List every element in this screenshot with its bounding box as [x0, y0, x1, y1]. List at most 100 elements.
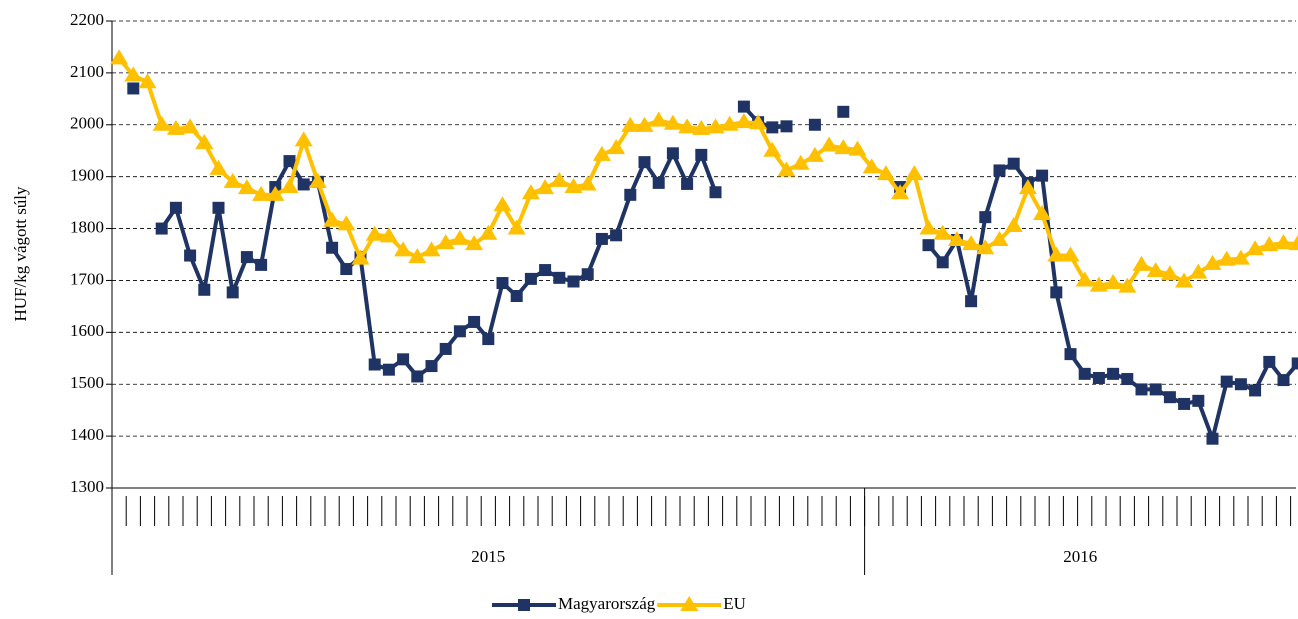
marker: [169, 201, 182, 214]
marker: [681, 177, 694, 190]
marker: [638, 156, 651, 169]
marker: [1050, 286, 1063, 299]
marker: [223, 172, 242, 188]
marker: [564, 178, 583, 194]
marker: [1004, 216, 1023, 232]
y-tick-label: 2100: [70, 62, 104, 81]
marker: [209, 159, 228, 175]
marker: [397, 353, 410, 366]
marker: [453, 325, 466, 338]
marker: [876, 165, 895, 181]
marker: [680, 596, 699, 611]
marker: [255, 258, 268, 271]
marker: [510, 290, 523, 303]
marker: [749, 114, 768, 130]
marker: [933, 224, 952, 240]
marker: [720, 115, 739, 131]
marker: [1149, 383, 1162, 396]
marker: [808, 118, 821, 131]
marker: [834, 139, 853, 155]
marker: [1274, 234, 1293, 250]
marker: [678, 118, 697, 134]
marker: [493, 196, 512, 212]
marker: [848, 140, 867, 156]
legend: Magyarország EU: [492, 594, 746, 613]
marker: [837, 105, 850, 118]
marker: [266, 185, 285, 201]
marker: [621, 116, 640, 132]
marker: [1104, 274, 1123, 290]
marker: [368, 358, 381, 371]
marker: [663, 114, 682, 130]
marker: [436, 234, 455, 250]
marker: [539, 264, 552, 277]
marker: [1217, 250, 1236, 266]
marker: [524, 272, 537, 285]
marker: [198, 283, 211, 296]
marker: [1231, 249, 1250, 265]
marker: [521, 184, 540, 200]
marker: [1146, 262, 1165, 278]
marker: [1178, 397, 1191, 410]
marker: [649, 111, 668, 127]
marker: [550, 171, 569, 187]
marker: [1007, 157, 1020, 170]
marker: [496, 277, 509, 290]
marker: [737, 100, 750, 113]
marker: [237, 179, 256, 195]
marker: [280, 178, 299, 194]
marker: [195, 133, 214, 149]
marker: [780, 120, 793, 133]
series-line: [160, 105, 1298, 441]
marker: [965, 295, 978, 308]
marker: [439, 342, 452, 355]
marker: [1075, 271, 1094, 287]
marker: [138, 73, 157, 89]
marker: [734, 113, 753, 129]
marker: [294, 131, 313, 147]
y-tick-label: 1600: [70, 321, 104, 340]
marker: [212, 201, 225, 214]
marker: [379, 227, 398, 243]
marker: [155, 222, 168, 235]
marker: [283, 155, 296, 168]
marker: [1092, 371, 1105, 384]
marker: [450, 229, 469, 245]
marker: [990, 230, 1009, 246]
marker: [465, 235, 484, 251]
marker: [1234, 378, 1247, 391]
marker: [666, 147, 679, 160]
marker: [1160, 265, 1179, 281]
marker: [240, 251, 253, 264]
marker: [351, 249, 370, 265]
marker: [553, 271, 566, 284]
marker: [252, 185, 271, 201]
marker: [791, 154, 810, 170]
marker: [482, 333, 495, 346]
y-tick-label: 1700: [70, 269, 104, 288]
marker: [1132, 255, 1151, 271]
marker: [692, 119, 711, 135]
marker: [226, 286, 239, 299]
marker: [1047, 246, 1066, 262]
marker: [962, 235, 981, 251]
marker: [919, 219, 938, 235]
marker: [1078, 367, 1091, 380]
marker: [1246, 240, 1265, 256]
marker: [947, 230, 966, 246]
marker: [127, 82, 140, 95]
marker: [1089, 276, 1108, 292]
marker: [408, 248, 427, 264]
marker: [820, 136, 839, 152]
marker: [1263, 355, 1276, 368]
marker: [1135, 383, 1148, 396]
marker: [891, 184, 910, 200]
marker: [297, 178, 310, 191]
y-tick-label: 1400: [70, 425, 104, 444]
marker: [1277, 374, 1290, 387]
marker: [1036, 169, 1049, 182]
group-label: 2016: [1063, 547, 1097, 566]
marker: [1260, 236, 1279, 252]
marker: [308, 172, 327, 188]
marker: [1192, 394, 1205, 407]
